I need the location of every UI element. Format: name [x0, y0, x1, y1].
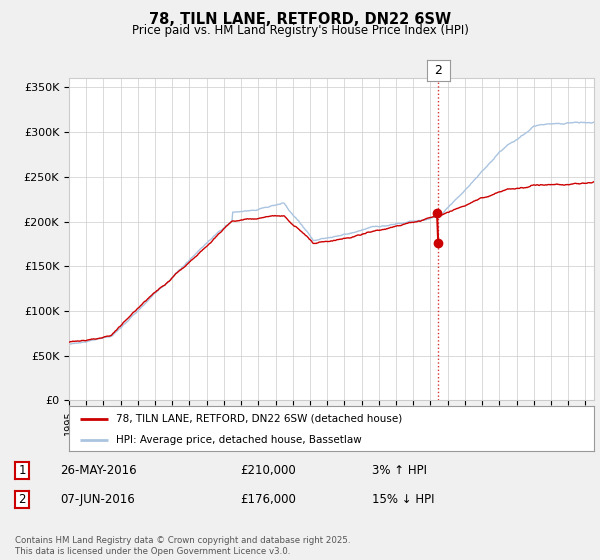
Text: 26-MAY-2016: 26-MAY-2016	[60, 464, 137, 477]
Text: Price paid vs. HM Land Registry's House Price Index (HPI): Price paid vs. HM Land Registry's House …	[131, 24, 469, 37]
Text: 2: 2	[19, 493, 26, 506]
Text: £210,000: £210,000	[240, 464, 296, 477]
Text: HPI: Average price, detached house, Bassetlaw: HPI: Average price, detached house, Bass…	[116, 435, 362, 445]
Text: Contains HM Land Registry data © Crown copyright and database right 2025.
This d: Contains HM Land Registry data © Crown c…	[15, 536, 350, 556]
Text: 1: 1	[19, 464, 26, 477]
Text: £176,000: £176,000	[240, 493, 296, 506]
Text: 78, TILN LANE, RETFORD, DN22 6SW: 78, TILN LANE, RETFORD, DN22 6SW	[149, 12, 451, 27]
Text: 78, TILN LANE, RETFORD, DN22 6SW (detached house): 78, TILN LANE, RETFORD, DN22 6SW (detach…	[116, 413, 403, 423]
Text: 2: 2	[434, 64, 442, 77]
Text: 07-JUN-2016: 07-JUN-2016	[60, 493, 135, 506]
Text: 3% ↑ HPI: 3% ↑ HPI	[372, 464, 427, 477]
Text: 15% ↓ HPI: 15% ↓ HPI	[372, 493, 434, 506]
